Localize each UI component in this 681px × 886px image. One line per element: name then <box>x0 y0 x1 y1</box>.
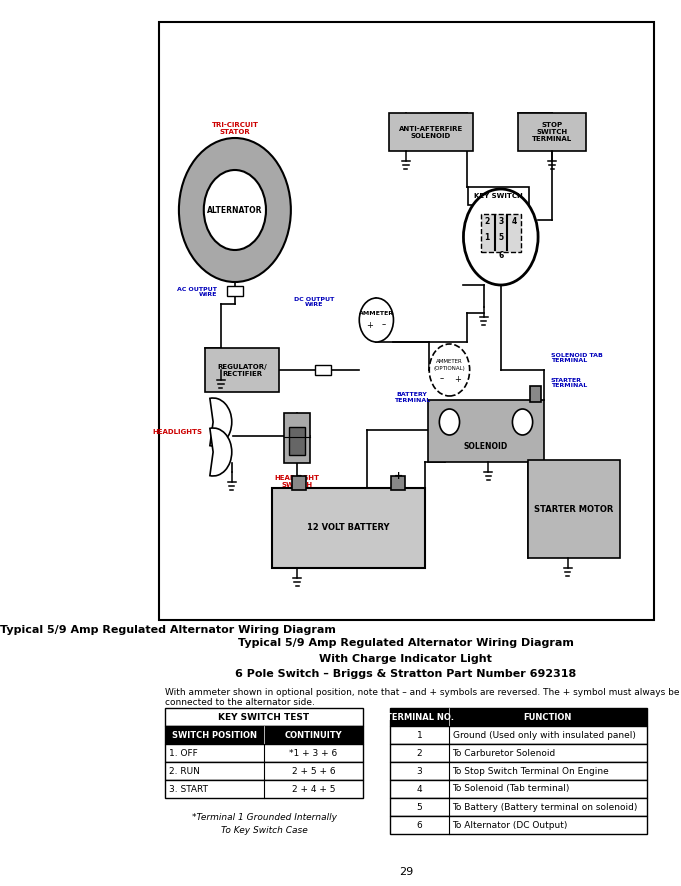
Circle shape <box>512 409 533 435</box>
Text: 6: 6 <box>498 251 503 260</box>
Text: STARTER
TERMINAL: STARTER TERMINAL <box>550 377 587 388</box>
Text: +: + <box>366 321 373 330</box>
Text: SOLENOID TAB
TERMINAL: SOLENOID TAB TERMINAL <box>550 353 603 363</box>
Text: *1 + 3 + 6: *1 + 3 + 6 <box>289 749 338 758</box>
Text: 2. RUN: 2. RUN <box>169 766 200 775</box>
Bar <box>518 113 586 151</box>
Text: 3. START: 3. START <box>169 784 208 794</box>
Bar <box>390 762 647 780</box>
Bar <box>389 113 473 151</box>
Text: HEADLIGHTS: HEADLIGHTS <box>153 429 202 435</box>
Bar <box>390 798 647 816</box>
Bar <box>291 476 306 490</box>
Text: 3: 3 <box>498 216 503 226</box>
Bar <box>165 762 363 780</box>
Bar <box>165 744 363 762</box>
Text: To Carburetor Solenoid: To Carburetor Solenoid <box>453 749 556 758</box>
Text: With ammeter shown in optional position, note that – and + symbols are reversed.: With ammeter shown in optional position,… <box>165 688 680 707</box>
Circle shape <box>429 344 470 396</box>
Text: 3: 3 <box>417 766 422 775</box>
Text: 5: 5 <box>498 232 503 242</box>
Text: HEADLIGHT
SWITCH: HEADLIGHT SWITCH <box>274 475 319 488</box>
Text: Typical 5/9 Amp Regulated Alternator Wiring Diagram: Typical 5/9 Amp Regulated Alternator Wir… <box>0 625 336 635</box>
Text: 1: 1 <box>484 232 490 242</box>
Text: *Terminal 1 Grounded Internally: *Terminal 1 Grounded Internally <box>191 813 336 822</box>
Text: 6: 6 <box>417 820 422 829</box>
Text: Ground (Used only with insulated panel): Ground (Used only with insulated panel) <box>453 730 635 740</box>
Bar <box>284 413 311 463</box>
Bar <box>390 708 647 726</box>
Text: 2: 2 <box>484 216 490 226</box>
Text: Typical 5/9 Amp Regulated Alternator Wiring Diagram: Typical 5/9 Amp Regulated Alternator Wir… <box>238 638 574 648</box>
Text: 1: 1 <box>417 730 422 740</box>
Text: To Battery (Battery terminal on solenoid): To Battery (Battery terminal on solenoid… <box>453 803 638 812</box>
Wedge shape <box>210 428 232 476</box>
Circle shape <box>439 409 460 435</box>
Text: AMMETER: AMMETER <box>359 310 394 315</box>
Text: BATTERY
TERMINAL: BATTERY TERMINAL <box>394 392 430 403</box>
Bar <box>481 214 521 252</box>
Text: 2 + 4 + 5: 2 + 4 + 5 <box>292 784 335 794</box>
Text: 6 Pole Switch – Briggs & Stratton Part Number 692318: 6 Pole Switch – Briggs & Stratton Part N… <box>236 669 577 679</box>
Text: REGULATOR/
RECTIFIER: REGULATOR/ RECTIFIER <box>217 363 267 377</box>
Text: +: + <box>394 471 402 481</box>
Text: KEY SWITCH TEST: KEY SWITCH TEST <box>219 712 310 721</box>
Text: To Alternator (DC Output): To Alternator (DC Output) <box>453 820 568 829</box>
Text: DC OUTPUT
WIRE: DC OUTPUT WIRE <box>294 297 334 307</box>
Text: STARTER MOTOR: STARTER MOTOR <box>534 504 614 514</box>
Bar <box>428 400 544 462</box>
Bar <box>530 386 541 402</box>
Text: –: – <box>296 471 302 481</box>
Circle shape <box>179 138 291 282</box>
Circle shape <box>204 170 266 250</box>
Text: TRI-CIRCUIT
STATOR: TRI-CIRCUIT STATOR <box>211 121 258 135</box>
Text: TERMINAL NO.: TERMINAL NO. <box>385 712 454 721</box>
Bar <box>289 427 305 455</box>
Bar <box>206 348 279 392</box>
Bar <box>390 816 647 834</box>
Bar <box>159 22 654 620</box>
Text: CONTINUITY: CONTINUITY <box>285 730 343 740</box>
Bar <box>165 726 363 744</box>
Bar <box>272 488 424 568</box>
Bar <box>390 744 647 762</box>
Text: To Key Switch Case: To Key Switch Case <box>221 826 307 835</box>
Text: With Charge Indicator Light: With Charge Indicator Light <box>319 654 492 664</box>
Text: 2: 2 <box>417 749 422 758</box>
Text: 4: 4 <box>417 784 422 794</box>
Text: AC OUTPUT
WIRE: AC OUTPUT WIRE <box>177 286 217 298</box>
Text: SOLENOID: SOLENOID <box>464 441 508 450</box>
Bar <box>315 365 330 375</box>
Text: AMMETER: AMMETER <box>436 359 463 363</box>
Bar <box>390 726 647 744</box>
Bar <box>227 286 242 296</box>
Bar <box>391 476 405 490</box>
Bar <box>390 780 647 798</box>
Text: FUNCTION: FUNCTION <box>524 712 572 721</box>
Text: To Solenoid (Tab terminal): To Solenoid (Tab terminal) <box>453 784 570 794</box>
Bar <box>165 780 363 798</box>
Text: +: + <box>454 375 460 384</box>
Bar <box>528 460 620 558</box>
Text: 29: 29 <box>399 867 413 877</box>
Text: 2 + 5 + 6: 2 + 5 + 6 <box>291 766 336 775</box>
Text: ALTERNATOR: ALTERNATOR <box>207 206 263 214</box>
Text: 1. OFF: 1. OFF <box>169 749 197 758</box>
Bar <box>468 187 528 205</box>
Text: To Stop Switch Terminal On Engine: To Stop Switch Terminal On Engine <box>453 766 609 775</box>
Text: 12 VOLT BATTERY: 12 VOLT BATTERY <box>307 524 390 532</box>
Text: 4: 4 <box>512 216 518 226</box>
Bar <box>165 708 363 726</box>
Text: –: – <box>439 375 444 384</box>
Text: 5: 5 <box>417 803 422 812</box>
Text: (OPTIONAL): (OPTIONAL) <box>434 366 465 370</box>
Text: –: – <box>381 321 385 330</box>
Text: SWITCH POSITION: SWITCH POSITION <box>172 730 257 740</box>
Text: KEY SWITCH: KEY SWITCH <box>474 193 523 199</box>
Wedge shape <box>210 398 232 446</box>
Circle shape <box>464 189 538 285</box>
Circle shape <box>360 298 394 342</box>
Text: STOP
SWITCH
TERMINAL: STOP SWITCH TERMINAL <box>532 122 572 142</box>
Text: ANTI-AFTERFIRE
SOLENOID: ANTI-AFTERFIRE SOLENOID <box>398 126 463 138</box>
